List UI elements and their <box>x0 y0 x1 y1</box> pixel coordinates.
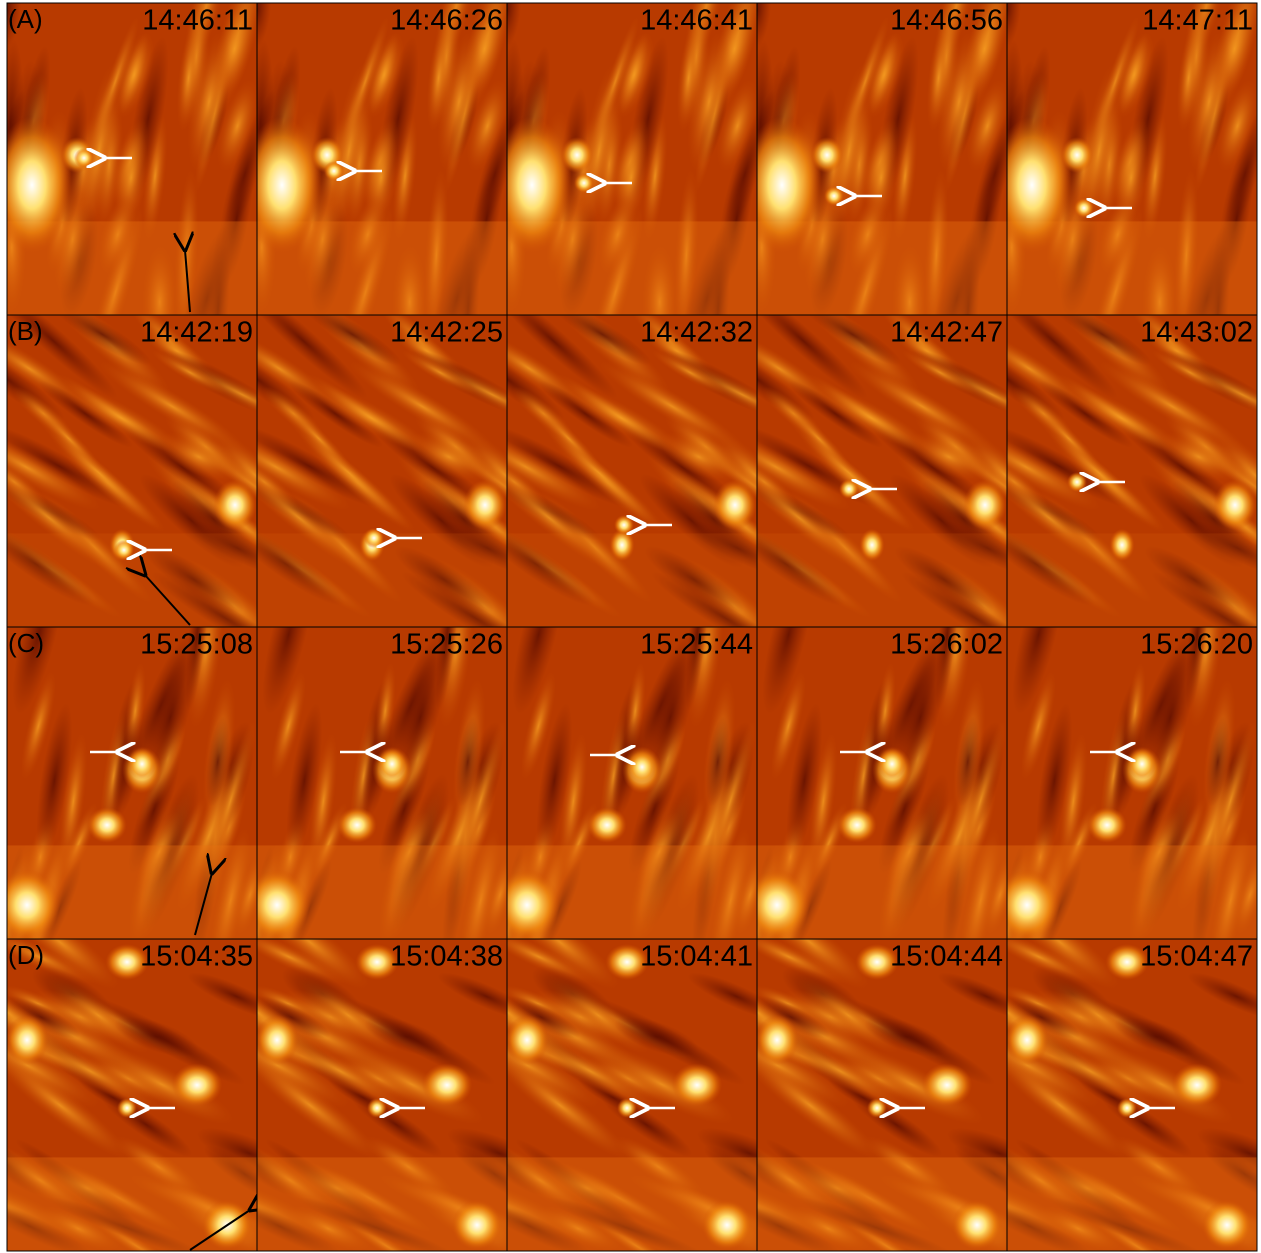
bright-spot <box>87 807 127 843</box>
bright-spot <box>213 480 256 530</box>
timestamp: 14:42:25 <box>390 317 503 349</box>
bright-spot <box>1109 529 1134 561</box>
feature <box>324 161 344 181</box>
timestamp: 14:47:11 <box>1142 5 1253 37</box>
bright-spot <box>1213 480 1256 530</box>
timestamp: 15:26:02 <box>890 629 1003 661</box>
feature <box>628 751 656 783</box>
timestamp: 14:42:32 <box>640 317 753 349</box>
feature <box>617 1098 637 1118</box>
bright-spot <box>337 807 377 843</box>
feature <box>1117 1098 1137 1118</box>
bright-spot <box>1005 1015 1048 1065</box>
bright-spot <box>963 480 1006 530</box>
bright-spot <box>755 1015 798 1065</box>
row-label: (A) <box>8 4 43 34</box>
feature <box>117 1098 137 1118</box>
row-label: (D) <box>8 940 44 970</box>
timestamp: 14:46:26 <box>390 5 503 37</box>
timestamp: 15:25:26 <box>390 629 503 661</box>
timestamp: 15:25:08 <box>140 629 253 661</box>
bright-spot <box>422 1063 472 1106</box>
timestamp: 14:46:11 <box>142 5 253 37</box>
feature <box>824 186 844 206</box>
feature <box>378 748 406 780</box>
bright-spot <box>672 1063 722 1106</box>
timestamp: 14:42:19 <box>140 317 253 349</box>
bright-spot <box>1172 1063 1222 1106</box>
timestamp: 15:04:47 <box>1140 941 1253 973</box>
feature <box>839 479 859 499</box>
figure: (A) 14:46:11 14:46:26 14:46:41 14:46:56 14:47… <box>0 0 1261 1253</box>
bright-spot <box>1202 1200 1252 1250</box>
bright-spot <box>561 137 593 173</box>
feature <box>1128 748 1156 780</box>
bright-spot <box>452 1200 502 1250</box>
feature <box>364 528 384 548</box>
feature <box>614 515 634 535</box>
bright-spot <box>811 137 843 173</box>
bright-spot <box>922 1063 972 1106</box>
timestamp: 15:25:44 <box>640 629 753 661</box>
feature <box>114 540 134 560</box>
row-label: (C) <box>8 628 44 658</box>
bright-spot <box>172 1063 222 1106</box>
bright-spot <box>859 529 884 561</box>
timestamp: 15:04:41 <box>640 941 753 973</box>
feature <box>74 148 94 168</box>
feature <box>574 173 594 193</box>
feature <box>1074 198 1094 218</box>
bright-spot <box>1087 807 1127 843</box>
feature <box>128 748 156 780</box>
bright-spot <box>255 1015 298 1065</box>
bright-spot <box>702 1200 752 1250</box>
row-label: (B) <box>8 316 43 346</box>
bright-spot <box>952 1200 1002 1250</box>
timestamp: 15:26:20 <box>1140 629 1253 661</box>
bright-spot <box>713 480 756 530</box>
feature <box>1067 472 1087 492</box>
feature <box>367 1098 387 1118</box>
feature <box>867 1098 887 1118</box>
feature <box>878 748 906 780</box>
bright-spot <box>463 480 506 530</box>
bright-spot <box>587 807 627 843</box>
timestamp: 14:46:41 <box>640 5 753 37</box>
timestamp: 14:43:02 <box>1140 317 1253 349</box>
bright-spot <box>5 1015 48 1065</box>
timestamp: 15:04:38 <box>390 941 503 973</box>
timestamp: 14:42:47 <box>890 317 1003 349</box>
timestamp: 15:04:44 <box>890 941 1003 973</box>
bright-spot <box>837 807 877 843</box>
timestamp: 15:04:35 <box>140 941 253 973</box>
bright-spot <box>1061 137 1093 173</box>
timestamp: 14:46:56 <box>890 5 1003 37</box>
bright-spot <box>505 1015 548 1065</box>
